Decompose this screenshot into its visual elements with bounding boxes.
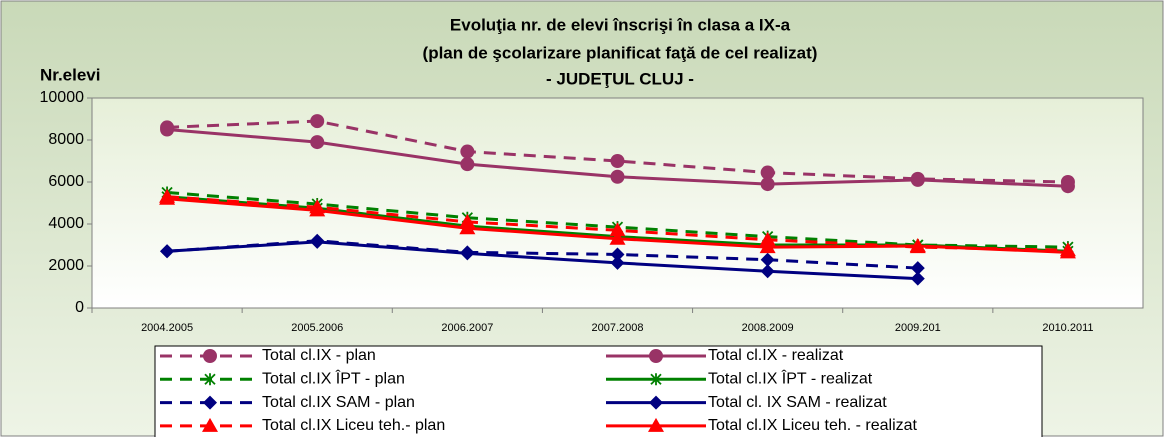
legend-marker <box>648 417 664 432</box>
data-point <box>610 247 625 262</box>
data-point <box>460 246 475 261</box>
data-point <box>760 177 775 192</box>
data-point <box>910 172 925 187</box>
data-point <box>159 190 176 205</box>
data-point <box>310 114 325 129</box>
x-tick-label: 2005.2006 <box>291 322 343 334</box>
legend-label: Total cl. IX SAM - realizat <box>708 394 887 411</box>
y-tick-label: 6000 <box>48 173 84 190</box>
legend-label: Total cl.IX - realizat <box>708 347 844 364</box>
x-tick-label: 2007.2008 <box>592 322 644 334</box>
x-tick-label: 2010.2011 <box>1042 322 1093 334</box>
data-point <box>610 169 625 184</box>
legend-marker <box>203 349 217 363</box>
series-line <box>166 240 918 281</box>
data-point <box>909 238 926 253</box>
x-tick-label: 2009.201 <box>895 322 941 334</box>
x-tick-label: 2008.2009 <box>742 322 794 334</box>
data-point <box>760 165 775 180</box>
legend-marker <box>203 395 217 410</box>
y-tick-label: 0 <box>75 299 84 316</box>
data-point <box>310 234 325 249</box>
chart-title: Evoluţia nr. de elevi înscrişi în clasa … <box>450 15 791 34</box>
legend-label: Total cl.IX Liceu teh.- plan <box>262 417 445 434</box>
data-point <box>1060 179 1075 194</box>
data-point <box>460 144 475 159</box>
chart-subtitle: (plan de şcolarizare planificat faţă de … <box>423 43 818 62</box>
legend-label: Total cl.IX ÎPT - realizat <box>708 369 873 388</box>
legend-marker <box>649 395 663 410</box>
data-point <box>460 157 475 172</box>
data-point <box>759 231 776 246</box>
data-point <box>610 154 625 168</box>
data-point <box>310 135 325 150</box>
legend-marker <box>650 373 662 386</box>
legend-label: Total cl.IX SAM - plan <box>262 394 415 411</box>
y-tick-label: 8000 <box>48 131 84 148</box>
data-point <box>760 264 775 279</box>
y-tick-label: 10000 <box>40 89 85 106</box>
data-point <box>1059 244 1076 259</box>
data-point <box>160 122 175 137</box>
data-point <box>160 244 175 259</box>
legend-marker <box>202 417 218 432</box>
data-point <box>610 255 625 270</box>
data-point <box>910 271 925 286</box>
legend-marker <box>204 373 216 386</box>
chart-subtitle: - JUDEŢUL CLUJ - <box>546 69 694 88</box>
legend-label: Total cl.IX - plan <box>262 347 376 364</box>
data-point <box>609 230 626 245</box>
y-tick-label: 2000 <box>48 257 84 274</box>
y-tick-label: 4000 <box>48 215 84 232</box>
legend-label: Total cl.IX ÎPT - plan <box>262 369 405 388</box>
data-point <box>609 222 626 237</box>
legend-label: Total cl.IX Liceu teh. - realizat <box>708 417 918 434</box>
legend <box>154 345 1043 442</box>
x-tick-label: 2004.2005 <box>141 322 193 334</box>
data-point <box>459 220 476 235</box>
data-point <box>760 252 775 267</box>
y-axis-label: Nr.elevi <box>40 65 101 84</box>
x-tick-label: 2006.2007 <box>441 322 493 334</box>
data-point <box>910 261 925 276</box>
legend-marker <box>649 349 663 363</box>
data-point <box>309 202 326 217</box>
data-point <box>759 239 776 254</box>
